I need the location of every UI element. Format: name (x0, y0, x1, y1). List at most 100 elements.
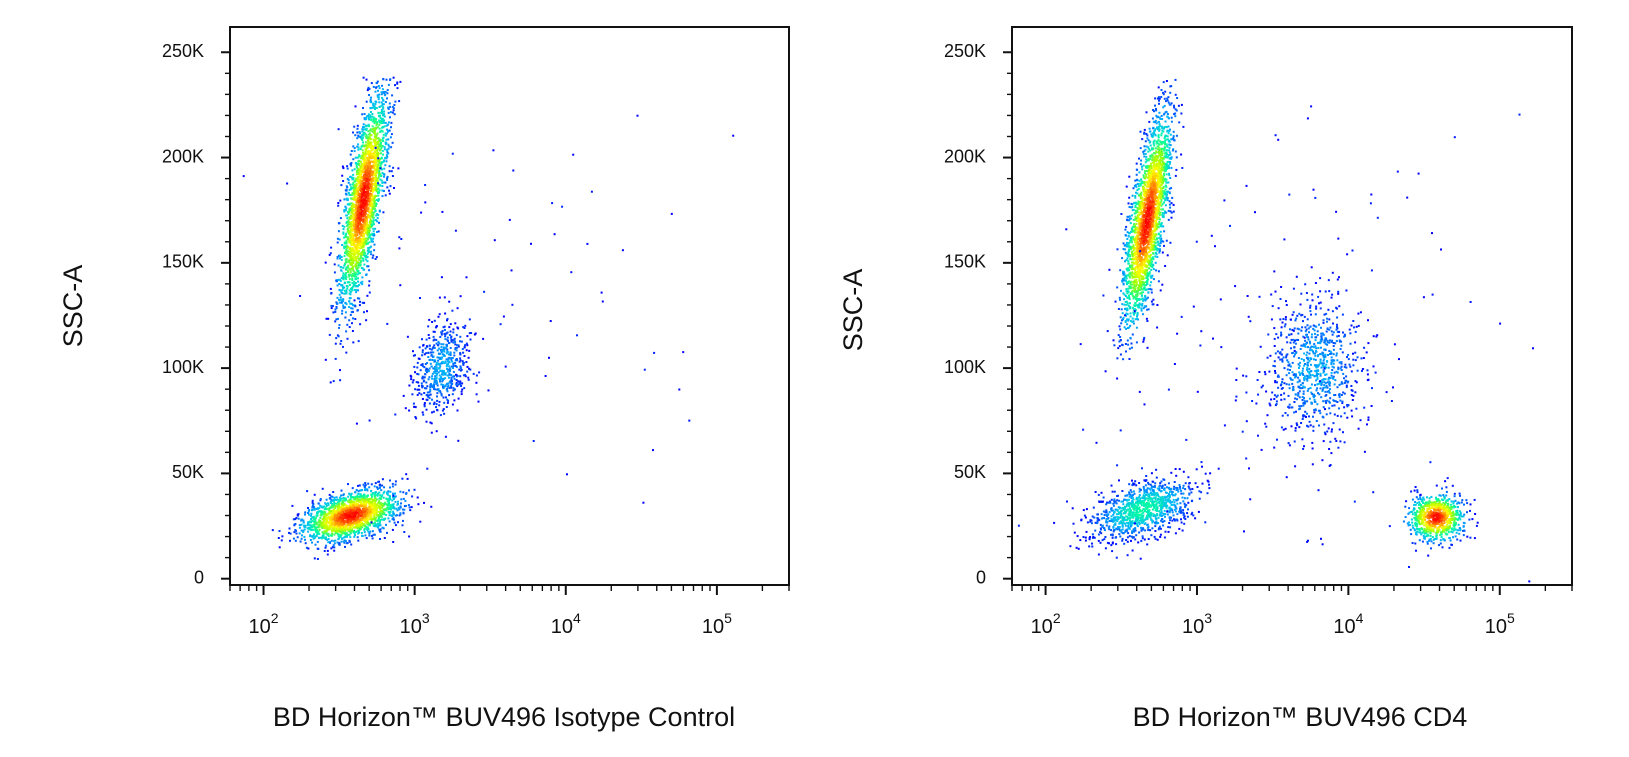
event-dot (313, 507, 316, 510)
event-dot (361, 512, 364, 515)
event-dot (326, 549, 329, 552)
event-dot (313, 493, 316, 496)
event-dot (365, 166, 368, 169)
event-dot (347, 509, 350, 512)
event-dot (368, 534, 371, 537)
event-dot (402, 491, 405, 494)
event-dot (308, 513, 310, 516)
event-dot (351, 169, 354, 172)
event-dot (364, 484, 367, 487)
event-dot (351, 227, 353, 230)
event-dot (348, 208, 351, 211)
event-dot (370, 101, 373, 104)
event-dot (403, 531, 406, 533)
event-dot (365, 241, 368, 243)
event-dot (378, 491, 381, 494)
event-dot (313, 526, 316, 529)
event-dot (366, 265, 369, 268)
event-dot (340, 527, 343, 530)
event-dot (338, 509, 341, 512)
event-dot (395, 507, 398, 510)
event-dot (379, 484, 382, 487)
event-dot (317, 530, 320, 533)
event-dot (386, 500, 389, 503)
event-dot (378, 138, 381, 141)
event-dot (362, 198, 364, 201)
event-dot (366, 514, 369, 517)
event-dot (366, 520, 369, 523)
event-dot (330, 511, 333, 514)
event-dot (333, 549, 336, 552)
event-dot (371, 149, 374, 152)
event-dot (369, 246, 371, 249)
event-dot (433, 380, 436, 383)
event-dot (354, 221, 357, 224)
event-dot (319, 516, 322, 519)
event-dot (410, 378, 413, 381)
event-dot (356, 536, 359, 539)
event-dot (378, 516, 381, 519)
event-dot (369, 166, 372, 169)
event-dot (383, 146, 386, 149)
event-dot (352, 274, 355, 277)
event-dot (365, 517, 368, 520)
event-dot (454, 365, 457, 367)
event-dot (338, 521, 341, 524)
event-dot (371, 106, 374, 109)
event-dot (321, 536, 324, 539)
event-dot (349, 188, 352, 191)
event-dot (350, 263, 353, 266)
event-dot (441, 349, 443, 352)
event-dot (371, 534, 373, 537)
event-dot (383, 173, 386, 176)
event-dot (368, 197, 371, 200)
event-dot (440, 377, 443, 380)
event-dot (361, 243, 364, 245)
event-dot (366, 294, 369, 297)
event-dot (379, 148, 382, 151)
event-dot (424, 387, 426, 390)
event-dot (329, 506, 332, 509)
event-dot (298, 524, 301, 527)
event-dot (370, 119, 373, 121)
event-dot (357, 255, 360, 258)
event-dot (367, 86, 370, 89)
event-dot (360, 157, 363, 160)
event-dot (353, 241, 356, 244)
event-dot (368, 291, 371, 294)
event-dot (378, 169, 381, 172)
event-dot (374, 165, 377, 168)
event-dot (1121, 277, 1124, 280)
event-dot (356, 229, 359, 232)
event-dot (368, 524, 371, 527)
event-dot (346, 507, 348, 509)
event-dot (363, 263, 366, 266)
event-dot (344, 241, 347, 244)
event-dot (351, 282, 354, 285)
event-dot (336, 498, 339, 501)
event-dot (431, 377, 433, 380)
event-dot (335, 499, 337, 501)
event-dot (499, 323, 502, 326)
event-dot (379, 494, 382, 497)
event-dot (375, 134, 378, 137)
event-dot (394, 483, 397, 486)
event-dot (361, 257, 364, 260)
event-dot (404, 407, 407, 410)
event-dot (332, 544, 335, 547)
event-dot (1138, 390, 1141, 393)
y-tick-label: 150K (162, 252, 204, 272)
event-dot (350, 150, 353, 152)
event-dot (374, 186, 377, 189)
event-dot (366, 197, 369, 200)
event-dot (319, 498, 322, 500)
event-dot (362, 201, 364, 203)
event-dot (338, 222, 341, 225)
event-dot (360, 172, 363, 175)
event-dot (358, 194, 361, 197)
event-dot (374, 163, 377, 166)
event-dot (370, 146, 373, 149)
event-dot (365, 118, 367, 121)
event-dot (347, 203, 350, 206)
